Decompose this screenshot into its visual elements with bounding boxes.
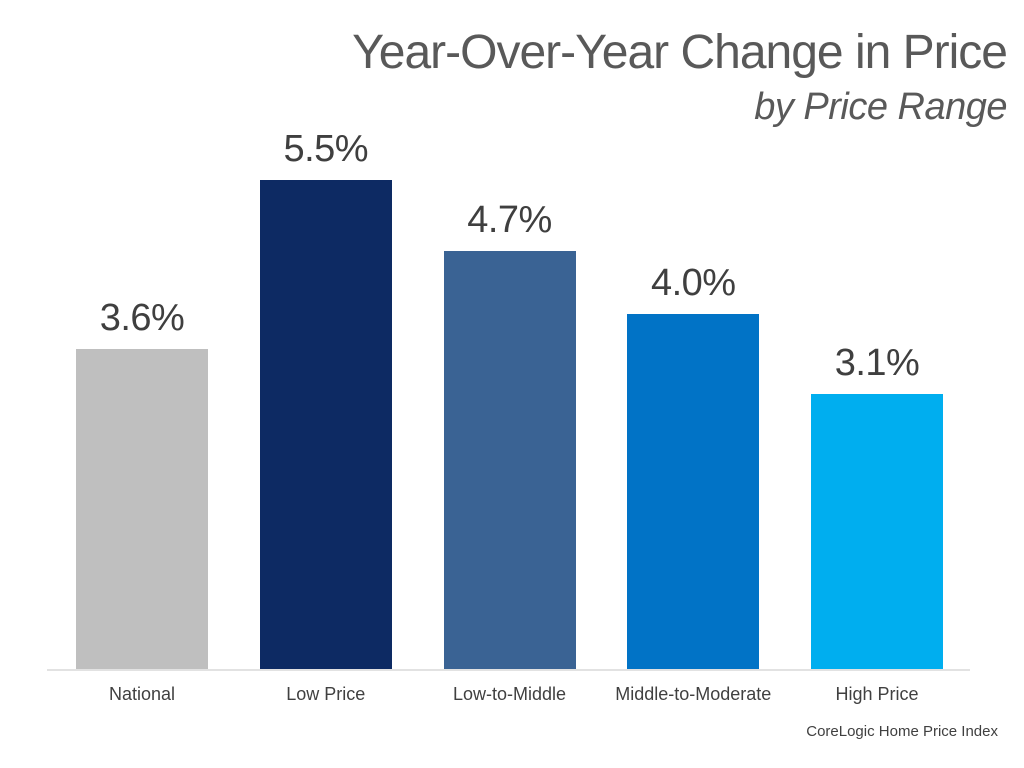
x-axis-line [47,669,970,671]
x-axis-label: Low-to-Middle [452,684,567,704]
bar-high-price [811,394,943,670]
source-attribution: CoreLogic Home Price Index [806,723,998,740]
chart-title: Year-Over-Year Change in Price [352,26,1008,79]
bar-national [76,349,208,670]
chart-subtitle: by Price Range [754,85,1007,128]
bar-value-label: 3.6% [99,297,185,339]
x-axis-label: National [108,684,176,704]
bar-value-label: 5.5% [283,128,369,170]
x-axis-labels: National Low Price Low-to-Middle Middle-to-… [0,684,1024,710]
chart-header: Year-Over-Year Change in Price by Price … [352,26,1008,129]
x-axis-label: Low Price [286,684,366,704]
plot-area: 3.6% 5.5% 4.7% 4.0% 3.1% [76,128,943,670]
bar-low-price [259,180,392,670]
bar-low-to-middle [443,251,576,670]
x-axis-label: Middle-to-Moderate [615,684,772,704]
bar-value-label: 4.0% [650,262,736,304]
bar-value-label: 3.1% [834,342,920,384]
bar-value-label: 4.7% [467,199,552,241]
x-axis-label: High Price [835,684,919,704]
bar-middle-to-moderate [627,314,760,670]
